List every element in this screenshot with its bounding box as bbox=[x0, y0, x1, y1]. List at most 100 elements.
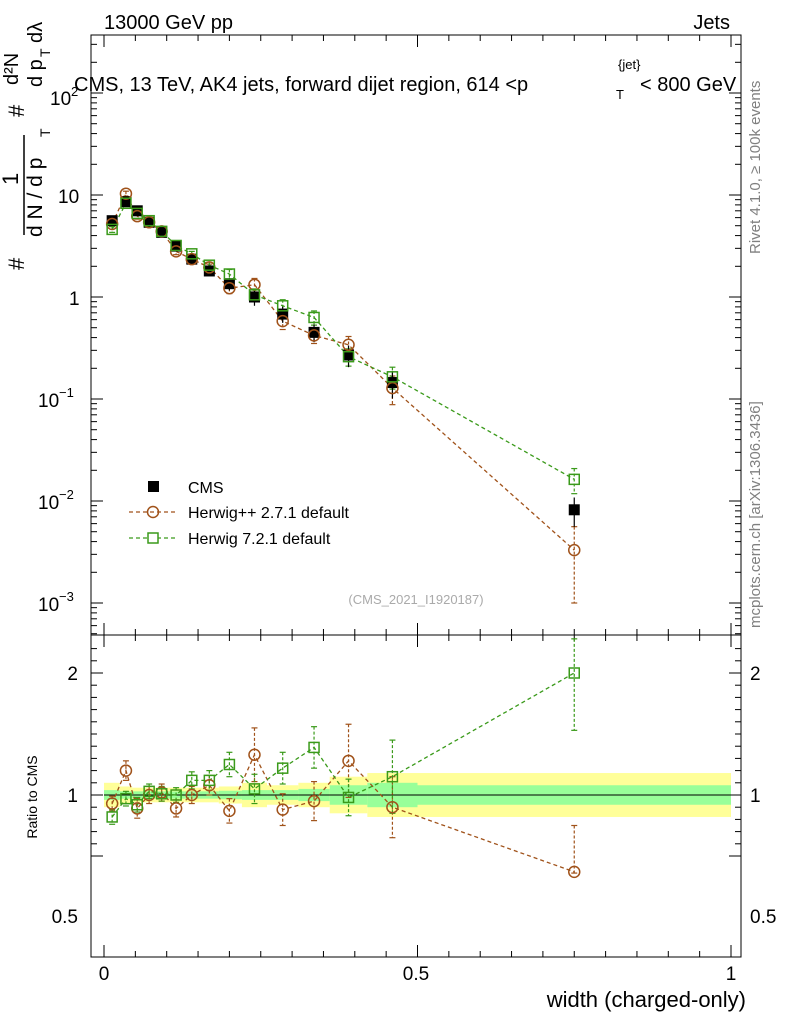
ytick-label-0.001: 10 −3 bbox=[38, 589, 74, 616]
main-point-herwigpp-11 bbox=[307, 329, 321, 342]
main-title: CMS, 13 TeV, AK4 jets, forward dijet reg… bbox=[74, 57, 737, 102]
legend-marker-cms bbox=[148, 481, 159, 492]
main-point-cms-8 bbox=[223, 278, 235, 290]
ratio-point-herwig7-6 bbox=[186, 774, 198, 787]
main-y-tick-labels: 10 2 10 1 10 −1 10 −2 10 −3 bbox=[38, 84, 80, 616]
ytick-label-10: 10 bbox=[58, 187, 79, 208]
main-point-herwig7-13 bbox=[386, 371, 399, 383]
main-point-herwig7-4 bbox=[155, 225, 168, 238]
main-point-herwigpp-5 bbox=[169, 245, 183, 258]
main-point-herwigpp-10 bbox=[276, 314, 289, 328]
xtick-label-0: 0 bbox=[99, 964, 110, 985]
ratio-point-herwigpp-6 bbox=[185, 788, 199, 802]
svg-text:−3: −3 bbox=[59, 589, 74, 604]
ratio-point-herwig7-7 bbox=[203, 774, 216, 787]
main-point-herwig7-7 bbox=[203, 259, 216, 271]
ratio-y-axis-label: Ratio to CMS bbox=[24, 755, 40, 838]
ratio-point-herwig7-4 bbox=[155, 788, 168, 800]
svg-text:10: 10 bbox=[38, 595, 59, 616]
legend-label-herwig7: Herwig 7.2.1 default bbox=[188, 531, 331, 548]
main-point-herwigpp-1 bbox=[119, 187, 133, 200]
legend-marker-herwig7 bbox=[147, 532, 159, 544]
ylabel-denominator-left: d N / d p bbox=[24, 158, 47, 237]
ratio-point-herwig7-13 bbox=[386, 770, 399, 783]
svg-text:10: 10 bbox=[38, 391, 59, 412]
svg-text:10: 10 bbox=[38, 493, 59, 514]
ratio-ytick-label-2-left: 2 bbox=[67, 664, 78, 685]
main-point-cms-4 bbox=[156, 226, 168, 238]
ratio-point-herwig7-5 bbox=[170, 789, 182, 801]
main-point-cms-3 bbox=[143, 216, 155, 228]
main-point-herwig7-9 bbox=[248, 289, 261, 301]
ratio-point-herwig7-14 bbox=[568, 667, 580, 679]
main-point-herwig7-0 bbox=[106, 223, 118, 236]
svg-text:10: 10 bbox=[58, 187, 79, 208]
header-left: 13000 GeV pp bbox=[104, 12, 233, 34]
ylabel-hash-mid: # bbox=[4, 104, 29, 117]
ratio-series-layer bbox=[105, 638, 581, 879]
axis-ticks bbox=[91, 35, 741, 957]
ratio-point-herwigpp-14 bbox=[568, 865, 581, 879]
ratio-ytick-label-1-right: 1 bbox=[750, 786, 761, 807]
xtick-label-1: 1 bbox=[726, 964, 737, 985]
main-series-layer bbox=[105, 187, 581, 604]
svg-text:1: 1 bbox=[69, 289, 80, 310]
ratio-ytick-label-2-right: 2 bbox=[750, 664, 761, 685]
svg-text:−2: −2 bbox=[59, 487, 74, 502]
svg-text:−1: −1 bbox=[59, 385, 74, 400]
main-point-cms-9 bbox=[248, 291, 260, 303]
legend-label-herwigpp: Herwig++ 2.7.1 default bbox=[188, 505, 350, 522]
main-point-herwig7-11 bbox=[308, 311, 320, 324]
ratio-point-herwigpp-9 bbox=[248, 748, 261, 761]
main-point-cms-1 bbox=[120, 196, 132, 208]
ylabel-hash-top: # bbox=[4, 257, 29, 270]
ratio-ytick-label-0.5-left: 0.5 bbox=[52, 907, 78, 928]
ytick-label-0.1: 10 −1 bbox=[38, 385, 74, 412]
main-point-herwig7-6 bbox=[186, 248, 198, 260]
main-point-cms-11 bbox=[308, 326, 320, 338]
main-point-herwig7-3 bbox=[143, 214, 155, 227]
ratio-point-herwig7-0 bbox=[106, 811, 118, 823]
ylabel-denominator-right: d p bbox=[25, 59, 47, 87]
ratio-point-herwig7-9 bbox=[248, 783, 261, 795]
ratio-point-herwigpp-13 bbox=[386, 800, 399, 814]
main-point-herwig7-1 bbox=[120, 197, 132, 210]
rivet-version-label: Rivet 4.1.0, ≥ 100k events bbox=[747, 81, 764, 254]
main-point-herwig7-2 bbox=[131, 207, 143, 220]
main-title-prefix: CMS, 13 TeV, AK4 jets, forward dijet reg… bbox=[74, 74, 528, 96]
ratio-point-herwig7-12 bbox=[342, 791, 355, 804]
ratio-point-herwig7-1 bbox=[120, 792, 132, 805]
ratio-point-herwig7-10 bbox=[276, 762, 289, 774]
main-point-herwig7-10 bbox=[276, 300, 289, 312]
ratio-point-herwigpp-5 bbox=[169, 802, 183, 815]
ylabel-sub-t-2: T bbox=[37, 48, 53, 57]
main-point-herwig7-8 bbox=[223, 268, 236, 280]
ylabel-one: 1 bbox=[0, 173, 23, 185]
main-point-herwig7-5 bbox=[170, 239, 182, 252]
main-point-herwig7-12 bbox=[342, 350, 355, 363]
main-title-suffix: < 800 GeV bbox=[640, 74, 737, 96]
main-point-cms-7 bbox=[203, 265, 215, 277]
ylabel-lambda: dλ bbox=[25, 22, 47, 43]
mcplots-label: mcplots.cern.ch [arXiv:1306.3436] bbox=[747, 401, 764, 628]
ratio-point-herwig7-2 bbox=[131, 799, 143, 811]
ratio-point-herwig7-8 bbox=[223, 758, 236, 771]
svg-text:2: 2 bbox=[71, 84, 78, 99]
ratio-point-herwig7-3 bbox=[143, 785, 155, 798]
main-point-cms-12 bbox=[343, 349, 355, 361]
xtick-label-0.5: 0.5 bbox=[403, 964, 429, 985]
main-point-cms-0 bbox=[106, 215, 118, 227]
analysis-watermark: (CMS_2021_I1920187) bbox=[348, 592, 483, 607]
legend-marker-herwigpp bbox=[146, 505, 160, 519]
ratio-ytick-label-1-left: 1 bbox=[67, 786, 78, 807]
x-tick-labels: 0 0.5 1 bbox=[99, 964, 737, 985]
main-point-cms-14 bbox=[568, 504, 580, 516]
header-right: Jets bbox=[693, 12, 730, 34]
ratio-panel-frame bbox=[90, 634, 742, 958]
main-point-cms-10 bbox=[277, 308, 289, 320]
ytick-label-0.01: 10 −2 bbox=[38, 487, 74, 514]
ytick-label-100: 10 2 bbox=[50, 84, 78, 110]
main-point-herwigpp-8 bbox=[223, 281, 236, 295]
ratio-point-herwigpp-10 bbox=[276, 803, 289, 816]
main-title-sub: T bbox=[616, 87, 624, 102]
